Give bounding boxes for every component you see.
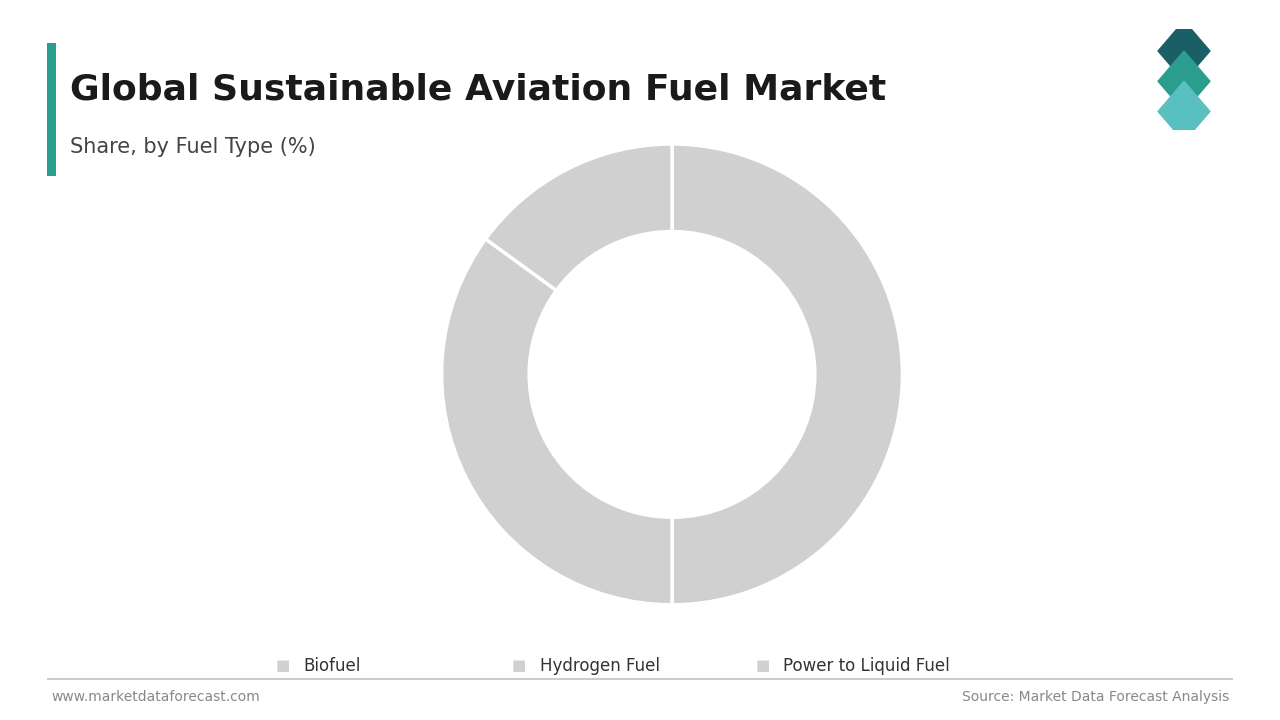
- Text: ■: ■: [755, 659, 769, 673]
- Text: Global Sustainable Aviation Fuel Market: Global Sustainable Aviation Fuel Market: [70, 72, 887, 106]
- Text: Power to Liquid Fuel: Power to Liquid Fuel: [783, 657, 950, 675]
- Text: Biofuel: Biofuel: [303, 657, 361, 675]
- Wedge shape: [672, 144, 902, 605]
- Text: Source: Market Data Forecast Analysis: Source: Market Data Forecast Analysis: [961, 690, 1229, 704]
- Wedge shape: [485, 144, 672, 290]
- Polygon shape: [1158, 51, 1210, 112]
- Text: www.marketdataforecast.com: www.marketdataforecast.com: [51, 690, 260, 704]
- Polygon shape: [1158, 81, 1210, 142]
- Polygon shape: [1158, 21, 1210, 81]
- Text: Hydrogen Fuel: Hydrogen Fuel: [540, 657, 660, 675]
- Wedge shape: [442, 239, 672, 605]
- Text: ■: ■: [512, 659, 526, 673]
- Text: ■: ■: [275, 659, 289, 673]
- Text: Share, by Fuel Type (%): Share, by Fuel Type (%): [70, 137, 316, 157]
